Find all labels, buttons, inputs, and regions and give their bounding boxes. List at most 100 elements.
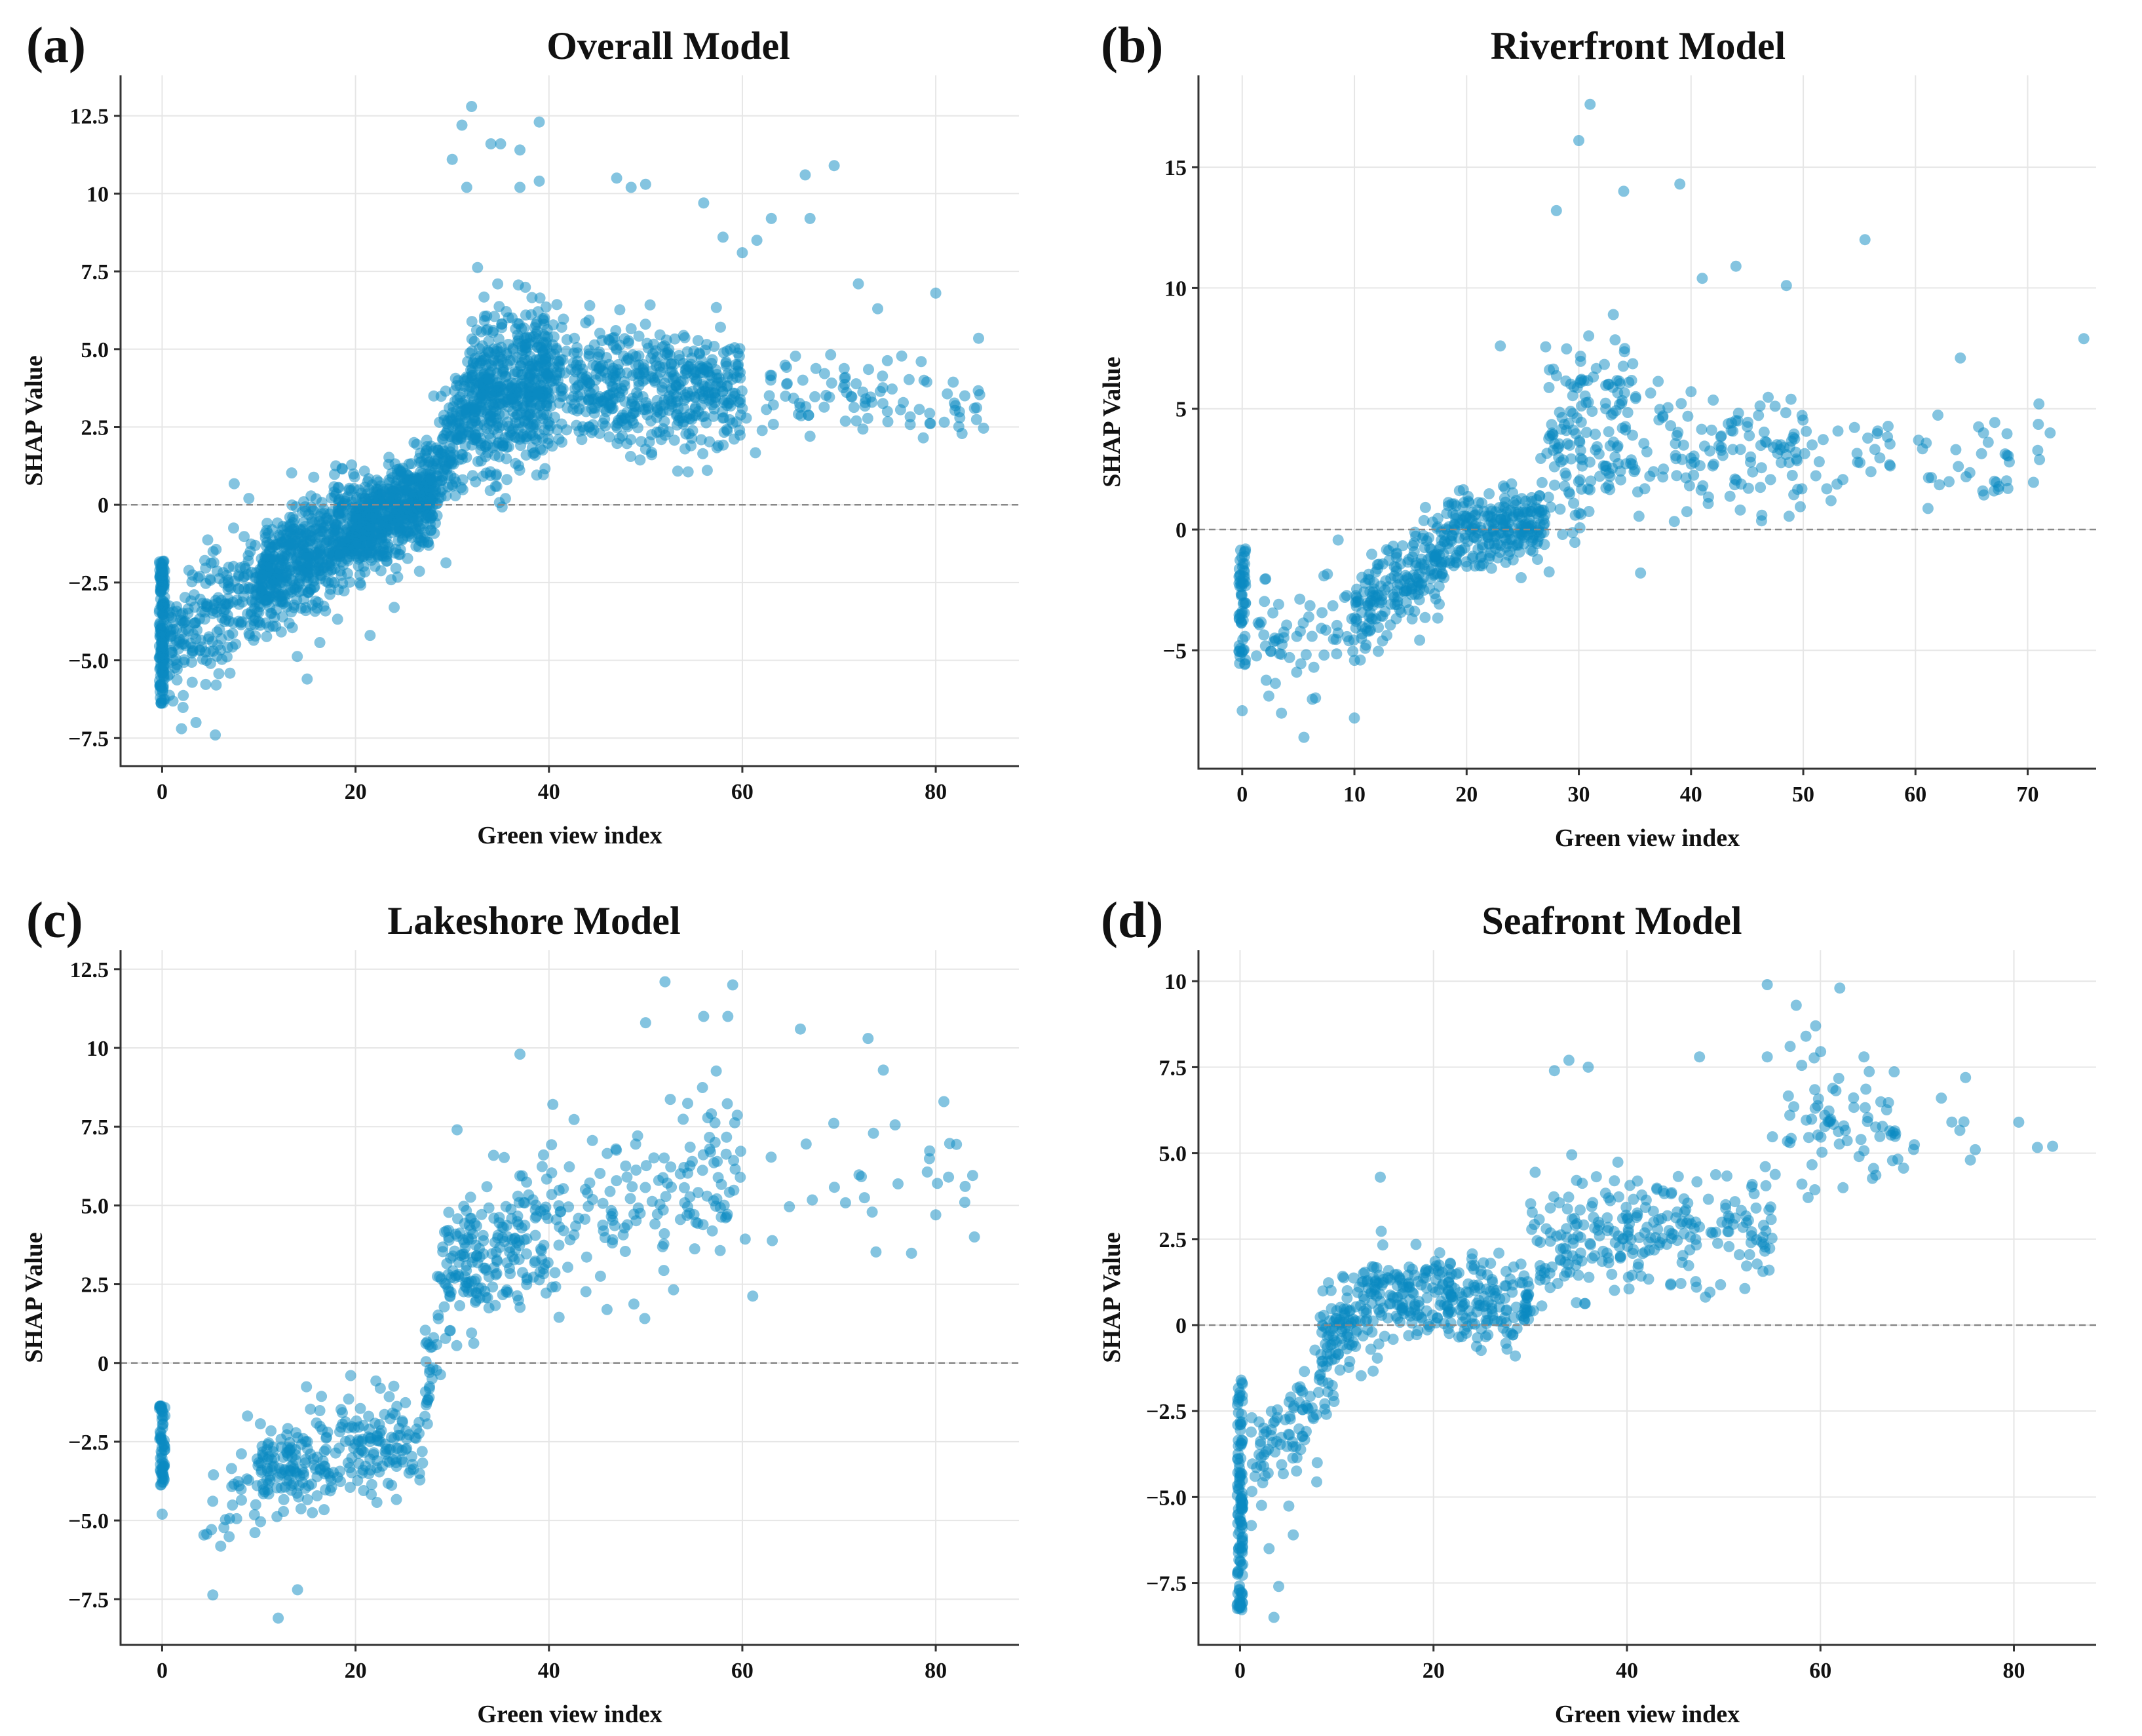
scatter-point: [492, 1232, 503, 1244]
scatter-point: [1639, 483, 1651, 495]
scatter-point: [420, 1356, 432, 1368]
scatter-point: [1575, 444, 1586, 456]
panel-c: 0 20 40 60 80−7.5−5.0−2.502.55.07.51012.5Gre…: [20, 891, 1019, 1728]
y-tick-label: 0: [98, 493, 109, 518]
scatter-point: [336, 463, 348, 475]
scatter-point: [455, 1250, 467, 1262]
scatter-point: [465, 1191, 476, 1203]
scatter-point: [364, 540, 376, 552]
scatter-point: [1246, 1486, 1258, 1497]
scatter-point: [156, 1441, 168, 1453]
scatter-point: [740, 412, 752, 424]
scatter-point: [1797, 414, 1809, 426]
scatter-point: [704, 1146, 716, 1158]
scatter-point: [1425, 573, 1437, 585]
scatter-point: [539, 330, 551, 342]
scatter-point: [1327, 600, 1339, 611]
scatter-point: [866, 1206, 878, 1218]
scatter-point: [446, 479, 458, 491]
scatter-point: [1276, 707, 1288, 719]
scatter-point: [346, 459, 358, 471]
scatter-point: [486, 391, 498, 403]
scatter-point: [696, 399, 707, 411]
scatter-point: [178, 689, 189, 701]
scatter-point: [1796, 483, 1808, 495]
x-tick-label: 20: [1455, 782, 1478, 807]
scatter-point: [302, 566, 314, 578]
scatter-point: [438, 1301, 450, 1313]
scatter-point: [501, 453, 512, 465]
scatter-point: [1414, 634, 1426, 646]
scatter-point: [970, 414, 982, 425]
scatter-point: [721, 381, 733, 393]
scatter-point: [497, 1289, 508, 1300]
scatter-point: [1754, 400, 1766, 412]
scatter-point: [954, 412, 966, 423]
scatter-point: [571, 405, 583, 417]
scatter-point: [1246, 1426, 1257, 1438]
scatter-point: [1423, 532, 1435, 544]
scatter-point: [489, 480, 501, 492]
scatter-point: [207, 1589, 219, 1601]
scatter-point: [1499, 482, 1511, 494]
scatter-point: [1373, 1338, 1385, 1350]
scatter-point: [1284, 1410, 1295, 1422]
scatter-point: [584, 1177, 596, 1189]
scatter-point: [1459, 532, 1471, 544]
scatter-point: [1366, 549, 1377, 560]
scatter-point: [701, 339, 713, 351]
x-tick-label: 0: [157, 1659, 168, 1683]
scatter-point: [1430, 553, 1442, 565]
scatter-point: [227, 1499, 239, 1511]
scatter-point: [1536, 476, 1548, 488]
x-tick-label: 40: [538, 1659, 560, 1683]
scatter-point: [640, 1160, 652, 1172]
scatter-point: [571, 381, 583, 393]
scatter-point: [502, 416, 514, 428]
scatter-point: [235, 562, 246, 573]
scatter-point: [1590, 429, 1601, 440]
scatter-point: [316, 569, 328, 581]
scatter-point: [1735, 478, 1747, 490]
scatter-point: [1755, 515, 1767, 527]
scatter-point: [2002, 482, 2014, 494]
scatter-point: [852, 278, 864, 290]
scatter-point: [190, 717, 202, 728]
scatter-point: [337, 507, 349, 518]
scatter-point: [915, 356, 927, 368]
scatter-point: [1476, 525, 1487, 536]
scatter-point: [215, 1540, 227, 1552]
scatter-point: [1934, 479, 1945, 491]
scatter-point: [1285, 1391, 1297, 1403]
scatter-point: [311, 493, 322, 505]
scatter-point: [392, 535, 404, 547]
x-tick-label: 80: [925, 1659, 947, 1683]
scatter-point: [611, 172, 622, 184]
scatter-point: [1233, 646, 1245, 657]
scatter-point: [678, 1113, 689, 1125]
scatter-point: [278, 1494, 290, 1505]
scatter-point: [208, 556, 220, 568]
scatter-point: [736, 385, 748, 397]
scatter-point: [898, 396, 909, 408]
scatter-point: [243, 628, 255, 640]
scatter-point: [649, 376, 661, 388]
scatter-point: [402, 503, 413, 515]
scatter-point: [587, 419, 599, 431]
scatter-point: [1627, 358, 1639, 370]
scatter-point: [1392, 591, 1404, 603]
scatter-point: [1799, 448, 1810, 459]
scatter-point: [1657, 410, 1669, 422]
scatter-point: [924, 1145, 936, 1157]
scatter-point: [1795, 501, 1806, 512]
scatter-point: [533, 116, 545, 128]
scatter-point: [1419, 501, 1431, 513]
scatter-point: [1758, 426, 1770, 438]
scatter-point: [865, 391, 877, 403]
scatter-point: [1391, 547, 1403, 559]
scatter-point: [1817, 434, 1829, 446]
scatter-point: [580, 1286, 592, 1298]
scatter-point: [538, 1239, 550, 1251]
scatter-point: [307, 503, 318, 515]
scatter-points: [153, 101, 989, 741]
